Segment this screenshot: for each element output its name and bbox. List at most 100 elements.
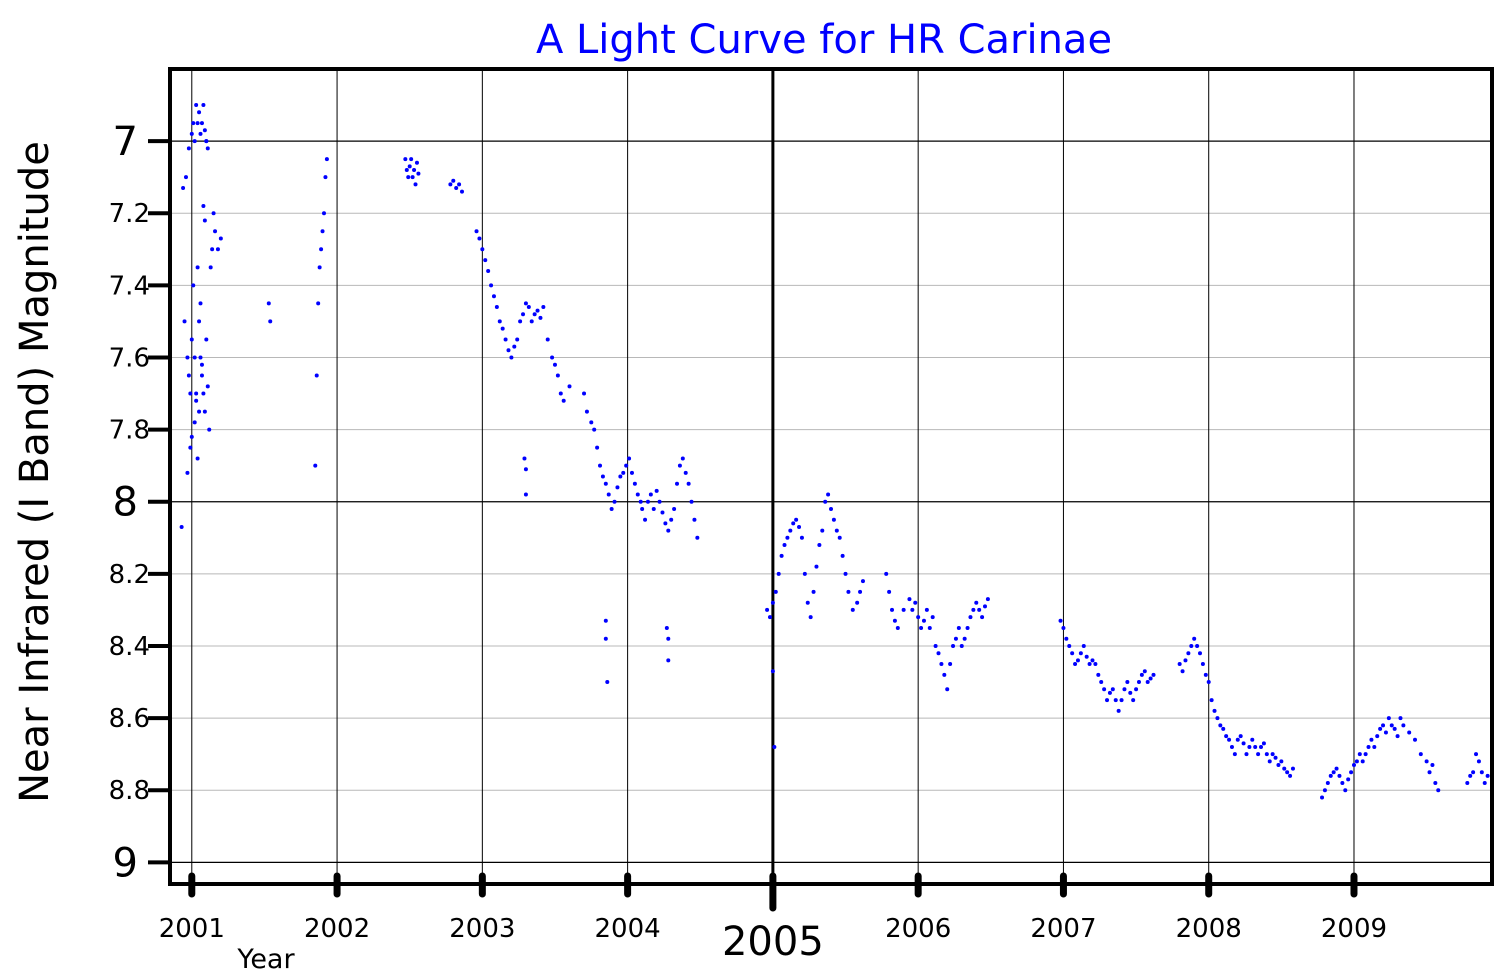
- data-point: [1360, 759, 1365, 764]
- data-point: [772, 744, 777, 749]
- x-tick-label: 2004: [595, 914, 661, 944]
- data-point: [680, 456, 685, 461]
- data-point: [603, 618, 608, 623]
- data-point: [1151, 672, 1156, 677]
- data-point: [692, 517, 697, 522]
- data-point: [489, 283, 494, 288]
- data-point: [1320, 795, 1325, 800]
- data-point: [407, 164, 412, 169]
- data-point: [640, 506, 645, 511]
- data-point: [606, 492, 611, 497]
- data-point: [558, 391, 563, 396]
- data-point: [683, 470, 688, 475]
- data-point: [916, 615, 921, 620]
- data-point: [1081, 643, 1086, 648]
- data-point: [791, 521, 796, 526]
- data-point: [1113, 698, 1118, 703]
- data-point: [603, 636, 608, 641]
- data-point: [977, 607, 982, 612]
- data-point: [195, 456, 200, 461]
- data-point: [523, 301, 528, 306]
- data-point: [618, 474, 623, 479]
- data-point: [202, 218, 207, 223]
- data-point: [1125, 680, 1130, 685]
- data-point: [1395, 734, 1400, 739]
- data-point: [1378, 726, 1383, 731]
- data-point: [1075, 658, 1080, 663]
- data-point: [205, 384, 210, 389]
- data-point: [552, 362, 557, 367]
- plot-frame: [168, 67, 1494, 886]
- data-point: [529, 319, 534, 324]
- data-point: [672, 506, 677, 511]
- data-point: [936, 651, 941, 656]
- data-point: [930, 615, 935, 620]
- data-point: [1389, 723, 1394, 728]
- data-point: [451, 178, 456, 183]
- data-point: [794, 517, 799, 522]
- data-point: [486, 268, 491, 273]
- data-point: [457, 182, 462, 187]
- data-point: [1177, 662, 1182, 667]
- data-point: [860, 579, 865, 584]
- data-point: [985, 597, 990, 602]
- data-point: [1212, 708, 1217, 713]
- y-tick-label: 9: [113, 840, 138, 886]
- data-point: [919, 625, 924, 630]
- data-point: [1328, 773, 1333, 778]
- data-point: [1479, 770, 1484, 775]
- data-point: [948, 662, 953, 667]
- data-point: [1465, 781, 1470, 786]
- y-tick-label: 8: [113, 480, 138, 526]
- data-point: [1413, 737, 1418, 742]
- data-point: [1197, 651, 1202, 656]
- data-point: [858, 589, 863, 594]
- data-point: [191, 283, 196, 288]
- data-point: [1128, 690, 1133, 695]
- data-point: [197, 110, 202, 115]
- data-point: [480, 247, 485, 252]
- data-point: [1369, 737, 1374, 742]
- x-tick-label: 2006: [885, 914, 951, 944]
- data-point: [814, 564, 819, 569]
- data-point: [197, 319, 202, 324]
- data-point: [448, 182, 453, 187]
- x-tick-label: 2003: [449, 914, 515, 944]
- data-point: [321, 211, 326, 216]
- data-point: [951, 643, 956, 648]
- data-point: [1363, 752, 1368, 757]
- chart-title: A Light Curve for HR Carinae: [536, 17, 1112, 63]
- data-point: [1136, 680, 1141, 685]
- data-point: [409, 157, 414, 162]
- data-point: [526, 305, 531, 310]
- data-point: [939, 662, 944, 667]
- data-point: [770, 669, 775, 674]
- data-point: [971, 607, 976, 612]
- data-point: [192, 355, 197, 360]
- tick-labels: 7 7.2 7.4 7.6 7.8 8 8.2 8.4 8.6 8.8 9 2001 2002 2003 2…: [109, 119, 1387, 965]
- data-point: [1224, 734, 1229, 739]
- data-point: [1250, 737, 1255, 742]
- data-point: [1424, 759, 1429, 764]
- data-point: [1273, 755, 1278, 760]
- data-point: [799, 535, 804, 540]
- data-point: [189, 131, 194, 136]
- y-tick-label: 7.6: [109, 343, 150, 373]
- data-point: [643, 517, 648, 522]
- data-point: [887, 589, 892, 594]
- data-point: [1142, 669, 1147, 674]
- data-point: [191, 121, 196, 126]
- y-tick-label: 7.2: [109, 199, 150, 229]
- data-point: [1256, 752, 1261, 757]
- data-point: [1325, 781, 1330, 786]
- data-point: [518, 319, 523, 324]
- data-point: [506, 348, 511, 353]
- data-point: [666, 636, 671, 641]
- x-axis-label: Year: [236, 944, 295, 975]
- data-point: [1381, 723, 1386, 728]
- data-point: [204, 139, 209, 144]
- data-point: [654, 488, 659, 493]
- data-point: [183, 175, 188, 180]
- data-point: [1134, 687, 1139, 692]
